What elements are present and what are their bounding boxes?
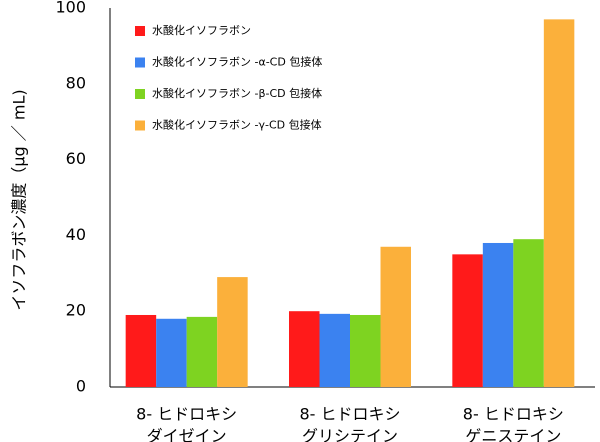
legend-swatch (135, 26, 145, 36)
bar (156, 318, 187, 387)
bar (186, 316, 218, 387)
bar (350, 314, 381, 387)
bar (543, 19, 575, 388)
legend-swatch (135, 57, 145, 68)
legend-label: 水酸化イソフラボン -α-CD 包接体 (152, 55, 322, 69)
y-tick-label: 0 (76, 377, 86, 396)
y-tick-label: 80 (66, 73, 86, 92)
x-tick-label: 8- ヒドロキシ (299, 405, 400, 424)
y-tick-label: 20 (66, 301, 86, 320)
bar (319, 313, 350, 387)
x-tick-label: グリシテイン (302, 427, 398, 442)
legend-label: 水酸化イソフラボン -γ-CD 包接体 (152, 118, 322, 132)
y-axis-label: イソフラボン濃度（μg ／ mL) (10, 89, 29, 310)
bar (380, 246, 411, 387)
bar (217, 277, 248, 387)
bar (482, 242, 514, 387)
legend-swatch (135, 89, 145, 99)
bar (513, 239, 544, 387)
legend-swatch (135, 120, 145, 131)
x-tick-label: 8- ヒドロキシ (136, 405, 237, 424)
bar (452, 254, 483, 387)
bar (289, 311, 320, 387)
x-tick-label: ゲニステイン (465, 427, 561, 442)
legend-label: 水酸化イソフラボン (152, 23, 251, 37)
x-tick-label: ダイゼイン (147, 427, 227, 442)
legend-label: 水酸化イソフラボン -β-CD 包接体 (152, 86, 322, 100)
x-tick-label: 8- ヒドロキシ (463, 405, 564, 424)
y-tick-label: 40 (66, 225, 86, 244)
y-tick-label: 100 (55, 0, 86, 17)
y-tick-label: 60 (66, 149, 86, 168)
bar (125, 314, 157, 387)
